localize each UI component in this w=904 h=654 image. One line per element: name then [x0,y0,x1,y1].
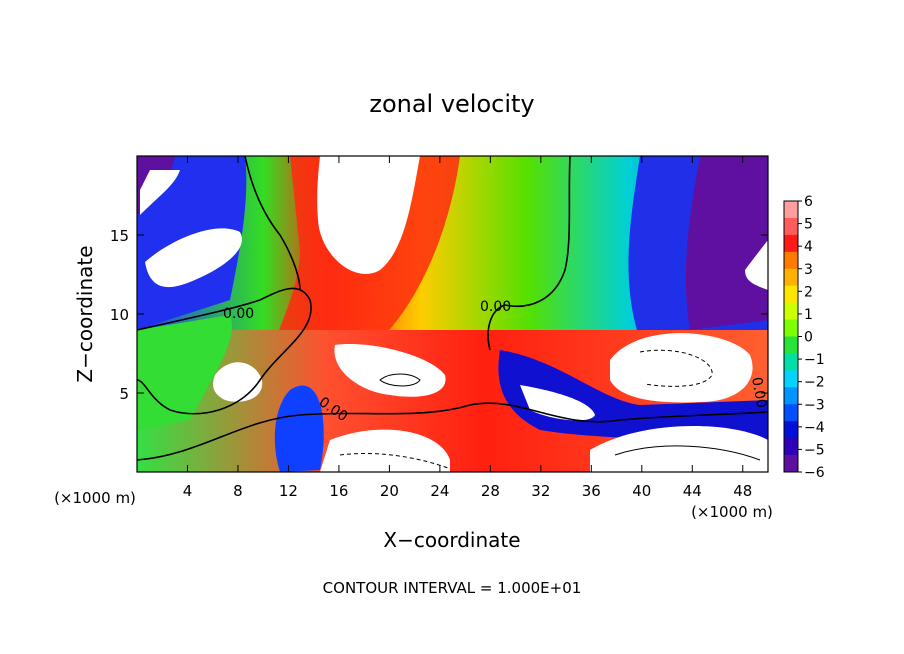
y-tick-label: 10 [110,306,129,324]
x-tick-label: 48 [733,482,752,500]
upper-left-blob [145,228,242,288]
colorbar-swatch [784,251,798,270]
colorbar-label: 1 [804,307,813,323]
colorbar-swatch [784,438,798,456]
colorbar-swatch [784,285,798,304]
upper-left-corner-blob [140,170,180,215]
colorbar-swatch [784,387,798,405]
bottom-blob [320,429,450,472]
x-tick-label: 4 [183,482,193,500]
contour-label: 0.00 [223,306,254,322]
zero-contour-upper [244,156,301,291]
lower-left-green [137,315,232,430]
colorbar-label: −1 [804,352,825,368]
y-axis-label: Z−coordinate [73,245,97,382]
x-tick-label: 40 [632,482,651,500]
x-unit-left: (×1000 m) [54,489,136,507]
bottom-right-blob [590,426,768,472]
colorbar-swatch [784,353,798,371]
colorbar-label: 0 [804,330,813,346]
x-axis-ticks: 4 8 12 16 20 24 28 32 36 40 44 48 [183,156,752,500]
colorbar-swatch [784,201,798,219]
colorbar-swatch [784,455,798,473]
y-tick-label: 5 [119,385,129,403]
x-axis-label: X−coordinate [383,528,520,552]
right-mid-blob [610,333,753,403]
x-unit-right: (×1000 m) [691,503,773,521]
x-tick-label: 36 [582,482,601,500]
x-tick-label: 8 [233,482,243,500]
x-tick-label: 20 [380,482,399,500]
colorbar-label: 4 [804,239,813,255]
y-tick-label: 15 [110,227,129,245]
colorbar-swatch [784,268,798,287]
colorbar-swatch [784,404,798,422]
zero-contour-lower [137,402,768,461]
colorbar-label: −6 [804,465,825,481]
colorbar-label: −5 [804,442,825,458]
small-contour-loop [379,373,421,387]
x-tick-label: 12 [279,482,298,500]
positive-contour [614,445,761,461]
x-tick-label: 24 [430,482,449,500]
negative-contour-bottom [339,452,449,469]
red-plume-core [317,156,420,274]
x-tick-label: 16 [329,482,348,500]
colorbar-label: −3 [804,397,825,413]
mid-blob [334,344,446,397]
colorbar: 6 5 4 3 2 1 0 −1 −2 −3 −4 −5 −6 [783,194,825,481]
colorbar-swatch [784,302,798,321]
colorbar-label: 5 [804,217,813,233]
plot-area: 0.00 0.00 0.00 0.00 [137,156,769,472]
colorbar-swatch [784,217,798,236]
colorbar-swatch [784,370,798,388]
x-tick-label: 28 [481,482,500,500]
y-axis-ticks: 5 10 15 [110,227,768,403]
zero-contour-left [137,287,312,415]
colorbar-swatch [784,319,798,337]
colorbar-swatch [784,336,798,354]
colorbar-label: 2 [804,284,813,300]
contour-interval-footer: CONTOUR INTERVAL = 1.000E+01 [323,579,582,597]
lower-blue-band [274,385,324,472]
colorbar-label: 3 [804,262,813,278]
x-tick-label: 32 [531,482,550,500]
contour-label: 0.00 [480,299,511,315]
zero-contour-mid [487,156,571,351]
x-tick-label: 44 [683,482,702,500]
colorbar-label: 6 [804,194,813,210]
colorbar-swatch [784,234,798,253]
right-edge-blob [745,240,768,290]
negative-contour [639,349,713,387]
chart-title: zonal velocity [369,90,534,118]
colorbar-label: −2 [804,375,825,391]
right-purple-region [685,156,768,330]
colorbar-swatch [784,421,798,439]
colorbar-label: −4 [804,420,825,436]
contour-label: 0.00 [748,376,769,409]
